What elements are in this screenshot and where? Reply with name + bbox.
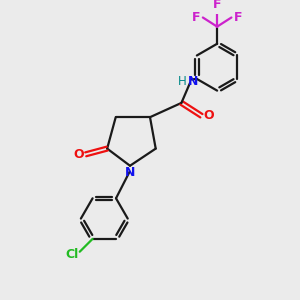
Text: N: N	[125, 166, 135, 178]
Text: O: O	[203, 109, 214, 122]
Text: F: F	[233, 11, 242, 24]
Text: O: O	[73, 148, 84, 161]
Text: F: F	[213, 0, 221, 11]
Text: F: F	[192, 11, 201, 24]
Text: Cl: Cl	[65, 248, 78, 261]
Text: N: N	[188, 75, 198, 88]
Text: H: H	[178, 75, 186, 88]
